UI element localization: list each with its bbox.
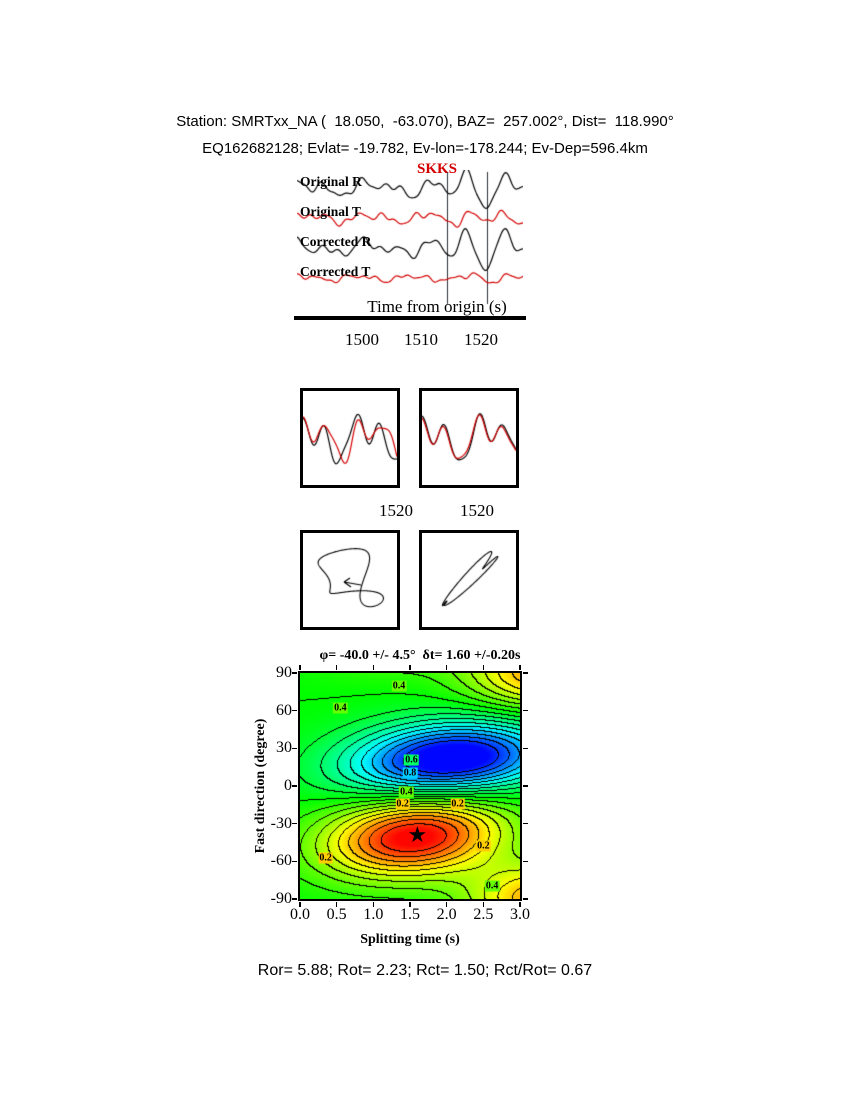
contour-tick-mark [482,665,485,670]
contour-level-label: 0.2 [450,798,465,810]
contour-tick-mark [292,822,297,825]
contour-tick-mark [335,902,338,907]
contour-tick-mark [523,822,528,825]
compare-right-canvas [422,391,516,485]
contour-y-tick-label: 30 [276,739,292,757]
time-tick-1510: 1510 [404,330,438,349]
time-axis-label: Time from origin (s) [367,297,507,316]
contour-tick-mark [292,860,297,863]
waveform-traces-canvas [297,170,523,316]
contour-y-tick-label: 60 [276,701,292,719]
contour-level-label: 0.4 [333,702,348,714]
contour-y-tick-label: 90 [276,664,292,681]
trace-label-corrected-r: Corrected R [300,234,372,249]
compare-tick-left: 1520 [379,501,413,520]
contour-level-label: 0.4 [399,786,414,798]
contour-tick-mark [523,898,528,900]
hodogram-left-canvas [303,533,397,627]
contour-x-tick-label: 1.0 [363,906,384,923]
contour-tick-mark [482,902,485,907]
contour-tick-mark [519,902,521,907]
contour-y-tick-label: -60 [270,852,292,870]
contour-tick-mark [519,665,521,670]
contour-tick-mark [372,902,375,907]
contour-plot: 0.4 0.4 0.8 0.6 0.4 0.2 0.2 0.2 0.2 0.4 ★ [292,665,528,907]
compare-left-canvas [303,391,397,485]
contour-tick-mark [335,665,338,670]
contour-level-label: 0.8 [402,767,418,779]
contour-tick-mark [409,902,411,907]
contour-tick-mark [292,785,297,787]
contour-tick-mark [523,709,528,712]
contour-y-tick-label: 0 [284,777,292,794]
contour-x-tick-label: 2.0 [436,906,457,923]
trace-label-original-t: Original T [300,204,361,219]
contour-tick-mark [523,860,528,863]
time-tick-1500: 1500 [345,330,379,349]
hodogram-box-left [300,530,400,630]
contour-level-label: 0.2 [318,852,333,864]
time-axis-line [294,316,526,320]
contour-tick-mark [523,672,528,674]
contour-tick-mark [523,747,528,750]
event-header: EQ162682128; Evlat= -19.782, Ev-lon=-178… [202,140,648,157]
results-line: Ror= 5.88; Rot= 2.23; Rct= 1.50; Rct/Rot… [257,962,593,979]
compare-box-left [300,388,400,488]
contour-x-axis-label: Splitting time (s) [360,932,460,947]
contour-y-tick-label: -30 [270,814,292,832]
contour-x-tick-label: 0.0 [290,906,310,923]
contour-tick-mark [292,672,297,674]
contour-level-label: 0.4 [391,680,407,692]
contour-level-label: 0.6 [404,754,419,766]
contour-x-tick-label: 0.5 [326,906,347,923]
station-header: Station: SMRTxx_NA ( 18.050, -63.070), B… [176,113,674,130]
hodogram-box-right [419,530,519,630]
contour-x-tick-label: 3.0 [510,906,530,923]
time-tick-1520: 1520 [464,330,498,349]
best-solution-star: ★ [407,822,428,848]
trace-label-corrected-t: Corrected T [300,264,371,279]
contour-tick-mark [292,709,297,712]
trace-label-original-r: Original R [300,174,362,189]
contour-tick-mark [523,785,528,787]
contour-tick-mark [299,665,301,670]
contour-x-tick-label: 2.5 [473,906,494,923]
compare-box-right [419,388,519,488]
contour-level-label: 0.2 [476,840,491,852]
contour-tick-mark [409,665,411,670]
contour-tick-mark [292,898,297,900]
hodogram-right-canvas [422,533,516,627]
contour-title: φ= -40.0 +/- 4.5° δt= 1.60 +/-0.20s [319,648,521,663]
contour-y-tick-label: -90 [270,890,292,907]
contour-level-label: 0.2 [395,798,410,810]
contour-level-label: 0.4 [484,880,500,892]
contour-tick-mark [445,665,448,670]
compare-tick-right: 1520 [460,501,494,520]
contour-tick-mark [292,747,297,750]
contour-tick-mark [445,902,448,907]
contour-tick-mark [372,665,375,670]
contour-tick-mark [299,902,301,907]
contour-x-tick-label: 1.5 [400,906,420,923]
